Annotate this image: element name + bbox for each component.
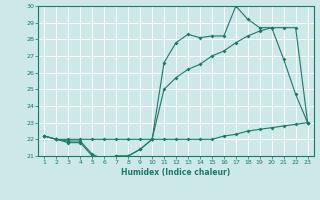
X-axis label: Humidex (Indice chaleur): Humidex (Indice chaleur)	[121, 168, 231, 177]
